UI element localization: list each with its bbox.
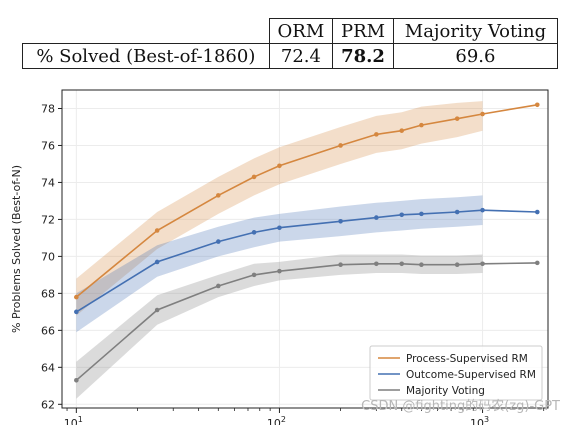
x-tick-label: 103	[470, 415, 489, 425]
data-point	[454, 209, 460, 215]
y-tick-label: 68	[41, 287, 55, 300]
data-point	[534, 260, 540, 266]
table-header-cell	[22, 18, 270, 44]
y-tick-label: 62	[41, 398, 55, 411]
data-point	[374, 261, 379, 267]
data-point	[154, 228, 160, 233]
data-point	[216, 193, 221, 198]
y-tick-label: 76	[41, 139, 55, 152]
table-header-cell: PRM	[332, 18, 394, 44]
x-tick-label: 101	[64, 415, 83, 425]
table-header-row: ORM PRM Majority Voting	[22, 18, 559, 44]
data-point	[251, 174, 257, 180]
data-point	[454, 262, 460, 268]
data-point	[154, 259, 160, 265]
data-point	[399, 261, 405, 267]
table-header-cell: Majority Voting	[392, 18, 559, 44]
series-lines	[75, 104, 538, 381]
data-point	[399, 212, 405, 218]
series-line	[75, 104, 538, 298]
series-line	[75, 262, 538, 381]
data-point	[74, 294, 79, 300]
table-cell-orm: 72.4	[268, 43, 334, 69]
y-tick-label: 64	[41, 361, 55, 374]
data-point	[154, 307, 160, 313]
data-point	[277, 163, 282, 169]
data-point	[216, 283, 221, 289]
data-point	[74, 377, 79, 383]
table-cell-majority-voting: 69.6	[392, 43, 559, 69]
data-point	[534, 209, 540, 215]
legend-label: Process-Supervised RM	[406, 353, 528, 365]
table-row-label: % Solved (Best-of-1860)	[22, 43, 270, 69]
y-tick-label: 72	[41, 213, 55, 226]
y-tick-label: 70	[41, 250, 55, 263]
data-point	[216, 239, 221, 244]
data-point	[251, 230, 257, 235]
data-point	[277, 225, 282, 231]
data-point	[74, 309, 79, 315]
x-tick-label: 102	[267, 415, 286, 425]
data-point	[374, 215, 379, 220]
series-band	[76, 254, 483, 399]
data-point	[251, 272, 257, 278]
data-point	[338, 218, 343, 224]
series-band	[76, 101, 483, 316]
table-header-cell: ORM	[268, 18, 334, 44]
data-point	[277, 268, 282, 274]
data-point	[454, 116, 460, 121]
series-band	[76, 195, 483, 333]
table-cell-prm: 78.2	[332, 43, 394, 69]
data-point	[480, 111, 485, 117]
data-point	[338, 143, 343, 148]
legend-label: Outcome-Supervised RM	[406, 369, 536, 381]
data-point	[480, 261, 485, 267]
y-tick-label: 74	[41, 176, 55, 189]
legend-box	[369, 345, 543, 401]
data-point	[419, 122, 424, 128]
data-point	[419, 262, 424, 268]
data-point	[399, 128, 405, 133]
series-line	[75, 209, 538, 313]
confidence-bands	[76, 101, 483, 399]
data-point	[419, 211, 424, 217]
line-chart: 62 64 66 68 70 72 74 76 78 101 102 103 % Problems S…	[10, 89, 560, 425]
grid	[62, 90, 548, 408]
axis-ticks: 62 64 66 68 70 72 74 76 78 101 102 103	[41, 102, 545, 425]
data-point	[534, 102, 540, 108]
legend: Process-Supervised RM Outcome-Supervised …	[369, 345, 543, 401]
data-point	[374, 132, 379, 137]
y-tick-label: 78	[41, 102, 55, 115]
y-axis-label: % Problems Solved (Best-of-N)	[10, 165, 23, 333]
plot-frame	[61, 89, 549, 409]
table-row: % Solved (Best-of-1860) 72.4 78.2 69.6	[22, 43, 559, 69]
series-points	[74, 102, 540, 383]
y-tick-label: 66	[41, 324, 55, 337]
data-point	[480, 207, 485, 213]
legend-label: Majority Voting	[406, 385, 485, 397]
results-table: ORM PRM Majority Voting % Solved (Best-o…	[22, 18, 559, 69]
data-point	[338, 262, 343, 268]
watermark-text: CSDN @fighting的码农(zg)-GPT	[361, 398, 560, 414]
